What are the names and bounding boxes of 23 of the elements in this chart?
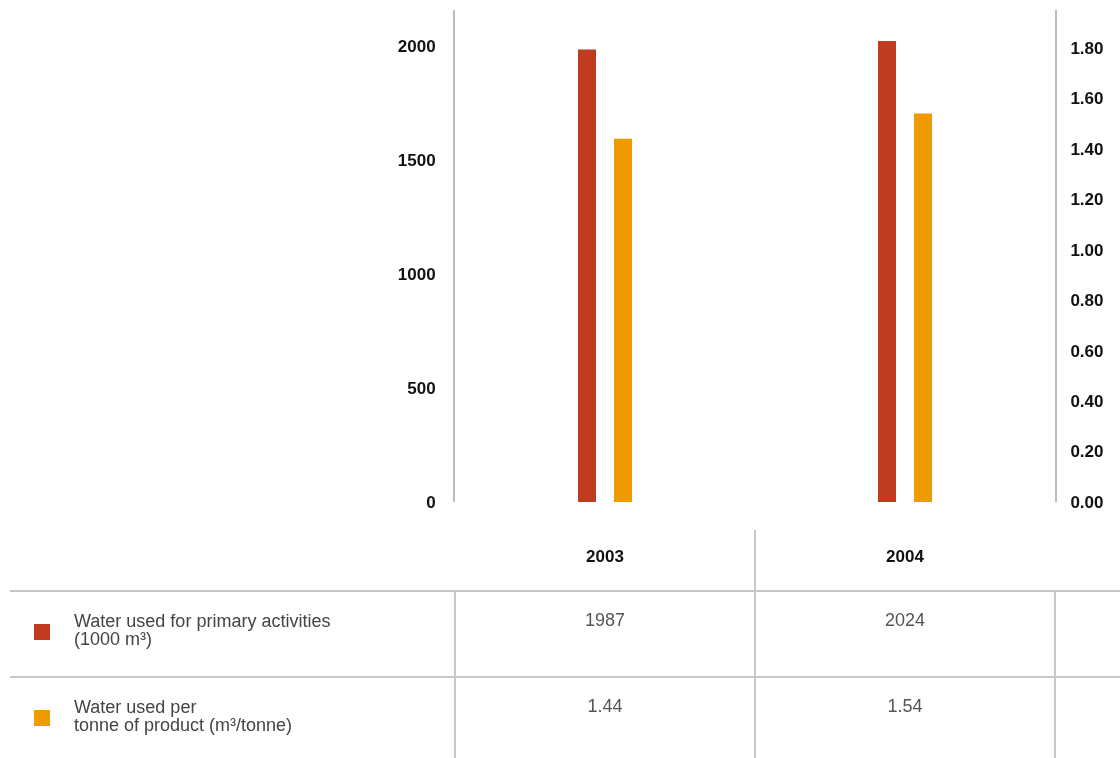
y-tick-label: 1000 — [397, 265, 436, 285]
y2-tick-label: 0.20 — [1070, 442, 1104, 462]
data-label: 1.44 — [586, 696, 624, 717]
y-tick-label: 2000 — [397, 37, 436, 57]
data-label: 1987 — [583, 610, 626, 631]
y2-tick-label: 0.00 — [1070, 492, 1104, 512]
y-tick-label: 500 — [407, 379, 436, 399]
y2-tick-label: 1.40 — [1070, 139, 1104, 159]
x-tick-label: 2004 — [886, 547, 925, 566]
y2-tick-label: 0.80 — [1070, 291, 1104, 311]
data-label: 1.54 — [886, 696, 924, 717]
data-label: 2024 — [883, 610, 926, 631]
x-tick-label: 2003 — [586, 547, 624, 566]
y2-tick-label: 0.40 — [1070, 392, 1104, 412]
y-tick-label: 0 — [426, 492, 436, 512]
legend-label: Water used per tonne of product (m³/tonne) — [74, 697, 293, 735]
y2-tick-label: 1.60 — [1070, 89, 1104, 109]
y2-tick-label: 0.60 — [1070, 341, 1104, 361]
y2-tick-label: 1.80 — [1070, 38, 1104, 58]
y-tick-label: 1500 — [397, 151, 436, 171]
y2-tick-label: 1.00 — [1070, 240, 1104, 260]
legend-label: Water used for primary activities (1000 m³) — [74, 611, 331, 649]
y2-tick-label: 1.20 — [1070, 190, 1104, 210]
